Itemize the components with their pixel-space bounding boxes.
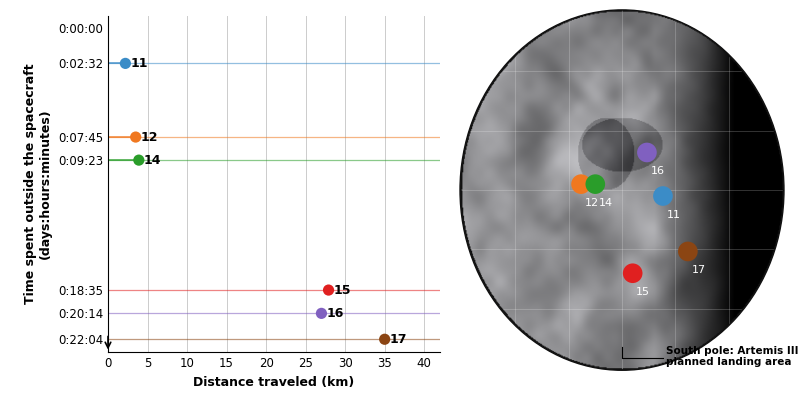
Point bbox=[315, 310, 328, 316]
Point bbox=[682, 248, 694, 255]
Text: South pole: Artemis III
planned landing area: South pole: Artemis III planned landing … bbox=[666, 346, 799, 367]
Point bbox=[574, 181, 587, 187]
Text: 16: 16 bbox=[326, 307, 343, 320]
Text: 17: 17 bbox=[390, 333, 407, 346]
Text: 12: 12 bbox=[585, 198, 598, 208]
X-axis label: Distance traveled (km): Distance traveled (km) bbox=[194, 376, 354, 389]
Text: 15: 15 bbox=[636, 287, 650, 297]
Circle shape bbox=[460, 10, 784, 370]
Y-axis label: Time spent outside the spacecraft
(days:hours:minutes): Time spent outside the spacecraft (days:… bbox=[24, 64, 52, 305]
Point bbox=[378, 336, 391, 343]
Text: 12: 12 bbox=[141, 131, 158, 144]
Text: 14: 14 bbox=[599, 198, 613, 208]
Text: 15: 15 bbox=[334, 284, 350, 297]
Text: 14: 14 bbox=[143, 154, 161, 167]
Text: 16: 16 bbox=[650, 166, 665, 176]
Point bbox=[322, 287, 335, 293]
Point bbox=[657, 193, 670, 199]
Text: 17: 17 bbox=[691, 265, 706, 275]
Point bbox=[133, 157, 146, 163]
Point bbox=[641, 149, 654, 156]
Point bbox=[119, 60, 132, 67]
Text: 11: 11 bbox=[666, 210, 681, 220]
Point bbox=[626, 270, 639, 276]
Point bbox=[589, 181, 602, 187]
Text: 11: 11 bbox=[130, 57, 148, 70]
Point bbox=[130, 134, 142, 140]
